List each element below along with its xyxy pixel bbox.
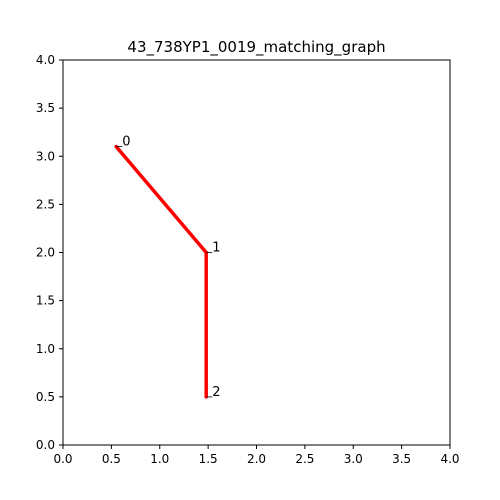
plot-frame — [62, 59, 451, 446]
y-tick-label: 2.0 — [36, 246, 55, 260]
y-tick-label: 0.0 — [36, 438, 55, 452]
node-label: 1 — [212, 241, 220, 256]
y-tick-label: 3.5 — [36, 101, 55, 115]
node-labels-layer: 0 1 2 — [116, 135, 220, 400]
x-tick-label: 3.5 — [392, 452, 411, 466]
x-tick-label: 0.0 — [53, 452, 72, 466]
x-tick-label: 4.0 — [440, 452, 459, 466]
x-tick-label: 0.5 — [102, 452, 121, 466]
y-axis: 0.0 0.5 1.0 1.5 2.0 2.5 3.0 3.5 4.0 — [36, 53, 63, 452]
plot-area — [63, 60, 450, 445]
chart-title: 43_738YP1_0019_matching_graph — [127, 38, 385, 57]
graph-edge — [114, 144, 208, 255]
x-tick-label: 2.5 — [295, 452, 314, 466]
y-tick-label: 3.0 — [36, 149, 55, 163]
node-label: 2 — [212, 385, 220, 400]
x-tick-label: 2.0 — [247, 452, 266, 466]
y-tick-label: 4.0 — [36, 53, 55, 67]
x-tick-label: 1.0 — [150, 452, 169, 466]
edges-layer — [114, 144, 208, 399]
y-tick-label: 1.5 — [36, 294, 55, 308]
node-label: 0 — [122, 135, 130, 150]
x-axis: 0.0 0.5 1.0 1.5 2.0 2.5 3.0 3.5 4.0 — [53, 445, 460, 466]
y-tick-label: 0.5 — [36, 390, 55, 404]
x-tick-label: 3.0 — [344, 452, 363, 466]
y-tick-label: 1.0 — [36, 342, 55, 356]
y-tick-label: 2.5 — [36, 197, 55, 211]
x-tick-label: 1.5 — [199, 452, 218, 466]
